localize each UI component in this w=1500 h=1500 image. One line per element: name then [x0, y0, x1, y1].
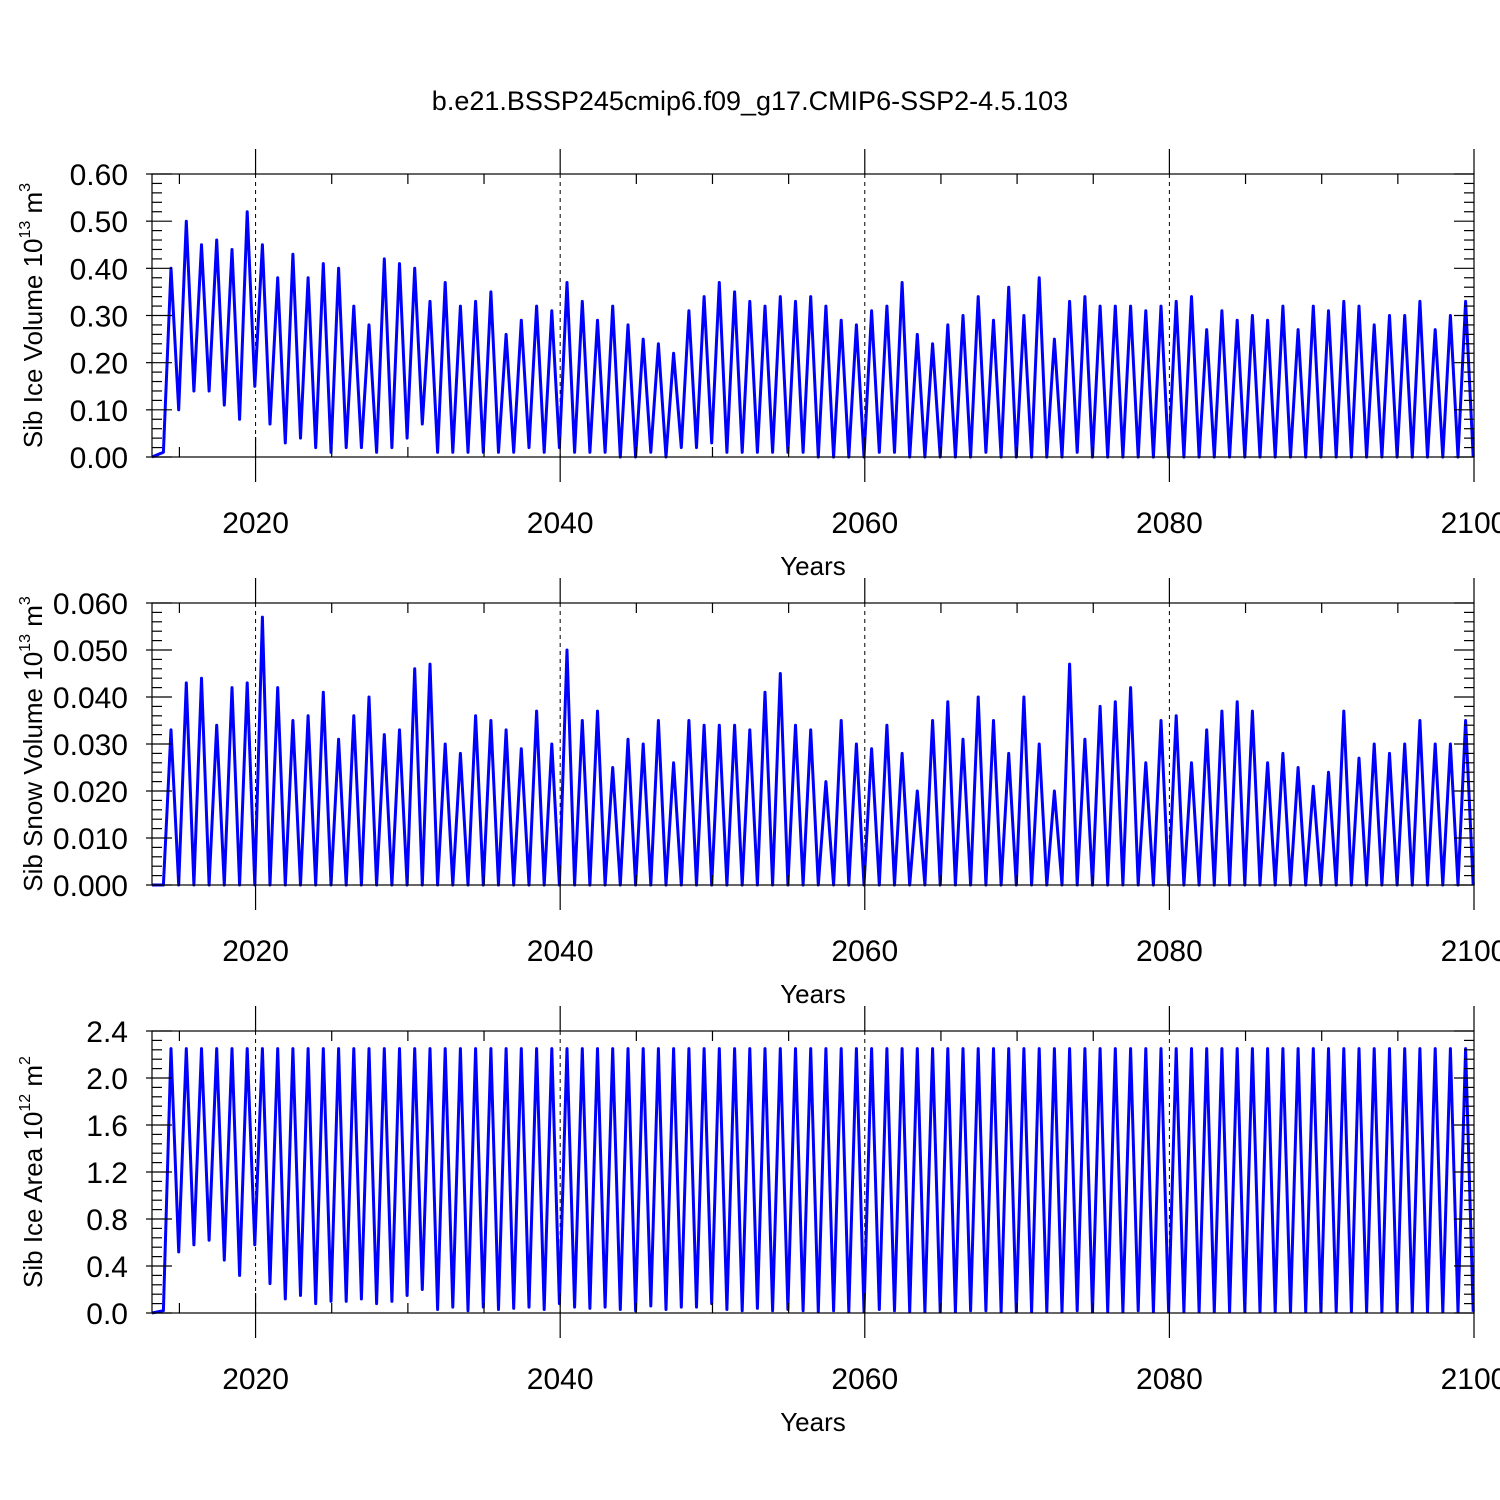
chart-panel-3: 0.0 0.4 0.8 1.2 1.6 2.0 2.4 2020 2040 2060 2080 210…	[17, 1006, 1500, 1437]
series-line	[151, 210, 1475, 459]
y-tick-label: 0.40	[70, 253, 128, 286]
x-tick-label: 2060	[831, 507, 898, 540]
y-tick-label: 0.20	[70, 348, 128, 381]
x-tick-label: 2040	[527, 1363, 594, 1396]
y-axis-label: Sib Snow Volume 1013 m3	[17, 596, 48, 892]
x-tick-label: 2020	[222, 935, 289, 968]
y-tick-label: 1.6	[86, 1110, 128, 1143]
y-tick-label: 0.000	[53, 870, 128, 903]
y-tick-label: 0.010	[53, 823, 128, 856]
x-tick-label: 2080	[1136, 1363, 1203, 1396]
x-tick-label: 2040	[527, 507, 594, 540]
x-tick-label: 2020	[222, 507, 289, 540]
x-tick-label: 2080	[1136, 507, 1203, 540]
chart-panel-2: 0.000 0.010 0.020 0.030 0.040 0.050 0.060 2020 2…	[17, 578, 1500, 1009]
x-tick-label: 2100	[1441, 935, 1500, 968]
y-tick-label: 0.020	[53, 776, 128, 809]
y-tick-label: 0.060	[53, 588, 128, 621]
x-axis-label: Years	[780, 551, 846, 581]
figure-title: b.e21.BSSP245cmip6.f09_g17.CMIP6-SSP2-4.…	[432, 86, 1068, 116]
y-tick-label: 0.040	[53, 682, 128, 715]
y-tick-label: 0.0	[86, 1298, 128, 1331]
y-tick-label: 0.050	[53, 635, 128, 668]
y-tick-label: 1.2	[86, 1157, 128, 1190]
series-line	[152, 615, 1475, 887]
y-tick-label: 0.50	[70, 206, 128, 239]
y-axis-label: Sib Ice Area 1012 m2	[17, 1056, 48, 1288]
series-line	[151, 1047, 1475, 1315]
y-tick-label: 0.60	[70, 159, 128, 192]
y-tick-label: 0.4	[86, 1251, 128, 1284]
x-tick-label: 2020	[222, 1363, 289, 1396]
y-tick-label: 2.4	[86, 1016, 128, 1049]
x-tick-label: 2100	[1441, 507, 1500, 540]
x-tick-label: 2060	[831, 1363, 898, 1396]
x-tick-label: 2080	[1136, 935, 1203, 968]
y-tick-label: 0.8	[86, 1204, 128, 1237]
y-axis-label: Sib Ice Volume 1013 m3	[17, 183, 48, 448]
x-tick-label: 2100	[1441, 1363, 1500, 1396]
y-tick-label: 0.30	[70, 301, 128, 334]
x-axis-label: Years	[780, 979, 846, 1009]
y-tick-label: 0.00	[70, 442, 128, 475]
y-tick-label: 0.10	[70, 395, 128, 428]
chart-panel-1: 0.00 0.10 0.20 0.30 0.40 0.50 0.60 2020 2040 2060…	[17, 149, 1500, 581]
y-tick-label: 2.0	[86, 1063, 128, 1096]
panels: 0.00 0.10 0.20 0.30 0.40 0.50 0.60 2020 2040 2060…	[17, 149, 1500, 1437]
y-tick-label: 0.030	[53, 729, 128, 762]
x-tick-label: 2060	[831, 935, 898, 968]
x-tick-label: 2040	[527, 935, 594, 968]
x-axis-label: Years	[780, 1407, 846, 1437]
